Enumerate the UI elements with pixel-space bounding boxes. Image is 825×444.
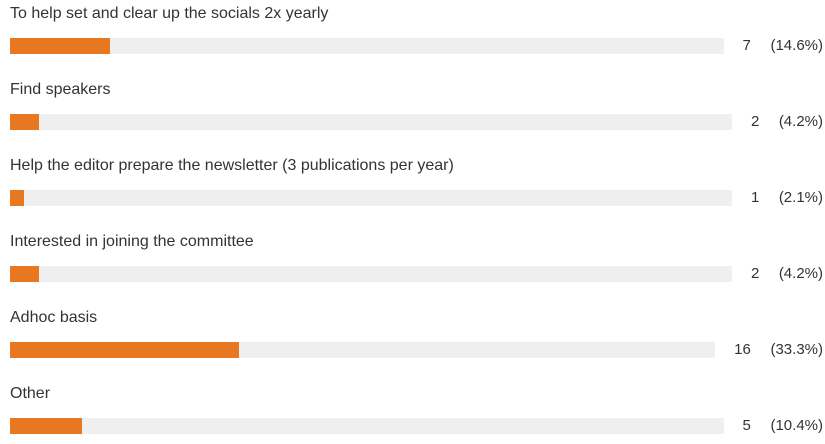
chart-row: Help the editor prepare the newsletter (… [0,156,825,216]
bar [10,190,24,206]
bar-track [10,38,724,54]
bar-track [10,266,733,282]
bar-track [10,418,724,434]
percent-label: (2.1%) [778,189,823,206]
chart-row: Adhoc basis (33.3%) 16 [0,308,825,368]
category-label: Adhoc basis [10,309,98,326]
percent-label: (10.4%) [770,417,823,434]
bar [10,266,39,282]
percent-label: (14.6%) [770,37,823,54]
bar-track [10,190,733,206]
count-label: 5 [742,417,751,434]
count-label: 7 [742,37,751,54]
percent-label: (33.3%) [770,341,823,358]
bar [10,38,110,54]
category-label: To help set and clear up the socials 2x … [10,5,329,22]
bar-track [10,342,715,358]
category-label: Interested in joining the committee [10,233,254,250]
chart-row: Other (10.4%) 5 [0,384,825,444]
bar [10,342,239,358]
chart-row: To help set and clear up the socials 2x … [0,4,825,64]
category-label: Other [10,385,51,402]
percent-label: (4.2%) [778,113,823,130]
count-label: 1 [751,189,760,206]
count-label: 16 [734,341,751,358]
category-label: Find speakers [10,81,111,98]
chart-row: Interested in joining the committee (4.2%… [0,232,825,292]
bar [10,418,82,434]
count-label: 2 [751,265,760,282]
chart-row: Find speakers (4.2%) 2 [0,80,825,140]
count-label: 2 [751,113,760,130]
bar [10,114,39,130]
bar-track [10,114,733,130]
percent-label: (4.2%) [778,265,823,282]
category-label: Help the editor prepare the newsletter (… [10,157,454,174]
